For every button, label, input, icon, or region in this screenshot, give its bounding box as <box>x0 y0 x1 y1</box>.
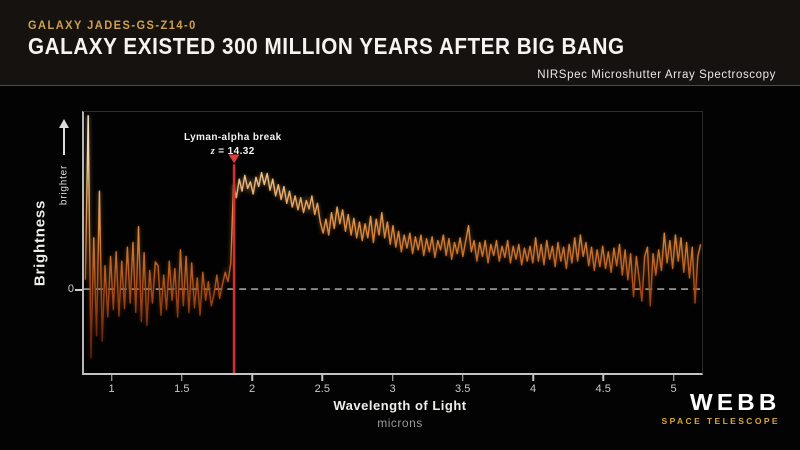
spectrum-line <box>84 115 702 359</box>
zero-tick-mark <box>75 289 82 291</box>
plot-area <box>82 111 703 375</box>
x-tick-label: 4.5 <box>595 383 611 395</box>
x-axis-label: Wavelength of Light <box>333 398 467 413</box>
zero-tick-label: 0 <box>67 283 74 295</box>
x-tick-mark <box>532 375 534 381</box>
x-tick-mark <box>461 375 464 381</box>
x-axis-units: microns <box>377 416 423 430</box>
x-tick-label: 1 <box>108 383 115 395</box>
lyman-break-marker-icon <box>228 154 240 164</box>
galaxy-id-kicker: GALAXY JADES-GS-Z14-0 <box>28 18 197 32</box>
z-symbol: z <box>210 146 216 157</box>
x-tick-mark <box>110 375 113 381</box>
x-tick-mark <box>321 375 324 381</box>
x-tick-mark <box>672 375 675 381</box>
x-tick-label: 2.5 <box>314 383 330 395</box>
x-tick-mark <box>602 375 604 381</box>
x-tick-label: 2 <box>248 383 256 395</box>
x-tick-label: 4 <box>529 383 537 395</box>
header-divider <box>0 85 800 86</box>
y-axis-label: Brightness <box>31 199 49 287</box>
page-title: GALAXY EXISTED 300 MILLION YEARS AFTER B… <box>28 33 625 59</box>
instrument-subtitle: NIRSpec Microshutter Array Spectroscopy <box>537 69 776 81</box>
z-value: = 14.32 <box>215 146 255 157</box>
webb-logo: WEBB SPACE TELESCOPE <box>661 391 781 427</box>
spectrum-chart <box>84 115 702 373</box>
x-tick-label: 3 <box>389 383 396 395</box>
annotation-line2: z = 14.32 <box>184 145 282 159</box>
x-tick-label: 5 <box>670 383 677 395</box>
x-tick-label: 1.5 <box>174 383 190 395</box>
x-tick-label: 3.5 <box>455 383 471 395</box>
up-arrow-icon <box>59 119 69 128</box>
spectrum-line-glow <box>84 115 702 359</box>
lyman-break-annotation: Lyman-alpha break z = 14.32 <box>184 131 282 159</box>
x-tick-mark <box>181 375 183 381</box>
webb-logo-name: WEBB <box>689 389 780 415</box>
annotation-line1: Lyman-alpha break <box>183 132 282 143</box>
webb-logo-subtitle: SPACE TELESCOPE <box>661 416 780 426</box>
x-tick-mark <box>391 375 394 381</box>
up-arrow-line <box>63 128 65 155</box>
x-tick-mark <box>251 375 253 381</box>
brighter-label: brighter <box>58 164 70 206</box>
header: GALAXY JADES-GS-Z14-0 GALAXY EXISTED 300… <box>0 0 800 85</box>
